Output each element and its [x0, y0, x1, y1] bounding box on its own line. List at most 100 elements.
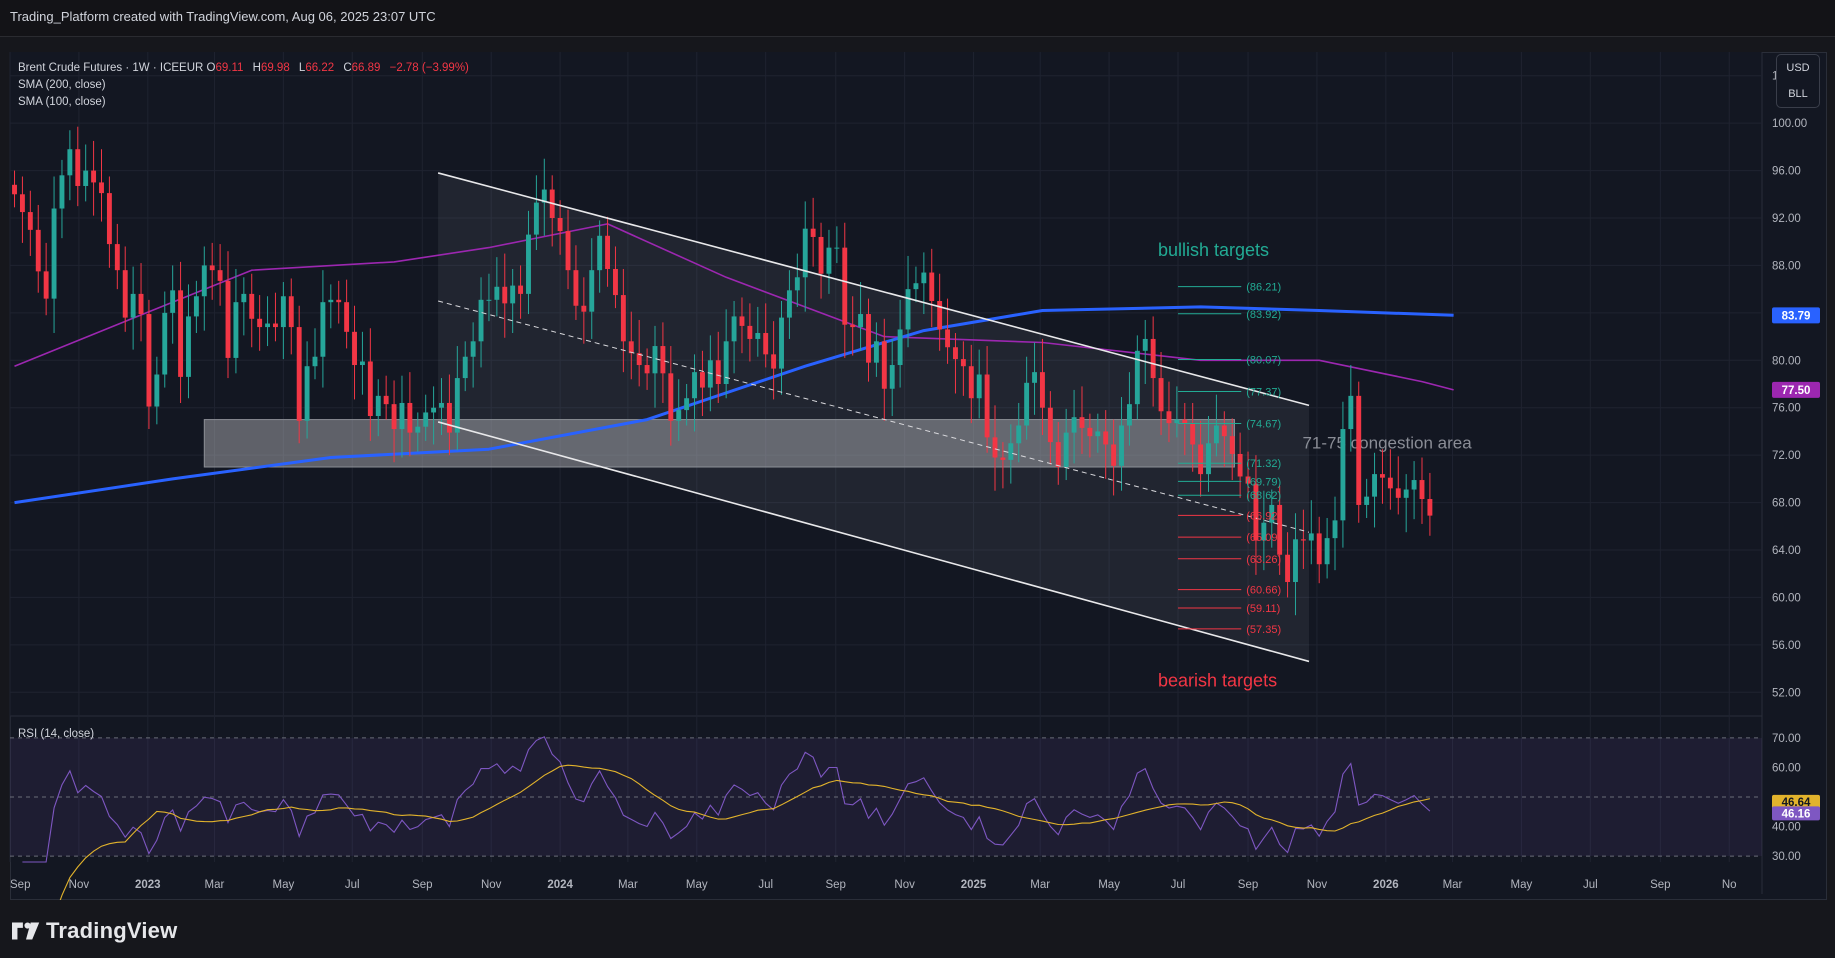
candle-body — [1364, 496, 1370, 505]
bullish-targets-label: bullish targets — [1158, 240, 1269, 260]
candle-body — [99, 182, 104, 194]
x-tick-label: Mar — [1030, 879, 1050, 891]
y-tick-label: 80.00 — [1772, 355, 1801, 367]
candle-body — [866, 314, 871, 363]
candle-body — [1324, 538, 1330, 565]
candle-body — [186, 316, 191, 377]
legend-sma200[interactable]: SMA (200, close) — [18, 79, 106, 91]
congestion-zone — [203, 419, 1235, 468]
y-tick-label: 100.00 — [1772, 118, 1807, 130]
currency-unit-selector[interactable]: USD BLL — [1776, 54, 1820, 108]
chart-svg[interactable]: 104.00100.0096.0092.0088.0084.0080.0076.… — [0, 0, 1835, 900]
candle-body — [818, 236, 824, 274]
x-tick-label: Nov — [481, 879, 502, 891]
candle-body — [1087, 427, 1093, 437]
legend-low-label: L — [298, 62, 306, 74]
y-tick-label: 60.00 — [1772, 592, 1801, 604]
candle-body — [937, 301, 943, 330]
x-tick-label: No — [1722, 879, 1737, 891]
candle-body — [1174, 419, 1180, 424]
candle-body — [1142, 338, 1148, 351]
x-tick-label: Sep — [10, 879, 30, 891]
candle-body — [897, 329, 903, 366]
rsi-tick-label: 70.00 — [1772, 733, 1801, 745]
candle-body — [913, 283, 919, 290]
chart-legend: Brent Crude Futures · 1W · ICEEUR O69.11… — [18, 60, 475, 111]
candle-body — [976, 374, 982, 399]
x-tick-label: Jul — [758, 879, 773, 891]
candle-body — [1300, 539, 1306, 541]
candle-body — [945, 329, 951, 348]
candle-body — [249, 293, 255, 319]
candle-body — [51, 208, 57, 299]
candle-body — [446, 402, 452, 433]
x-tick-label: Mar — [1443, 879, 1463, 891]
currency-label[interactable]: USD — [1786, 62, 1810, 74]
y-tick-label: 68.00 — [1772, 498, 1801, 510]
x-tick-label: Jul — [1171, 879, 1186, 891]
candle-body — [668, 373, 674, 421]
candle-body — [1134, 350, 1140, 405]
candle-body — [747, 325, 753, 339]
candle-body — [367, 361, 373, 417]
candle-body — [91, 170, 97, 183]
candle-body — [1316, 533, 1322, 565]
candle-body — [486, 299, 492, 301]
candle-body — [352, 331, 357, 366]
x-tick-label: Sep — [412, 879, 432, 891]
candle-body — [257, 318, 263, 328]
candle-body — [1095, 431, 1101, 437]
rsi-value-tag-label: 46.16 — [1782, 808, 1811, 820]
y-tick-label: 52.00 — [1772, 687, 1801, 699]
y-tick-label: 56.00 — [1772, 640, 1801, 652]
candle-body — [288, 296, 294, 328]
candle-body — [1221, 425, 1227, 437]
unit-label[interactable]: BLL — [1788, 88, 1808, 100]
rsi-value-tag-label: 46.64 — [1782, 797, 1811, 809]
candle-body — [834, 247, 840, 249]
bearish-target-level-label: (65.09) — [1246, 532, 1281, 544]
x-tick-label: May — [686, 879, 708, 891]
candle-body — [399, 402, 405, 430]
candle-body — [27, 212, 33, 230]
candle-body — [1253, 483, 1259, 541]
candle-body — [1166, 411, 1172, 424]
candle-body — [620, 295, 626, 342]
candle-body — [225, 280, 231, 358]
bullish-target-level-label: (86.21) — [1246, 282, 1281, 294]
candle-body — [652, 346, 658, 374]
candle-body — [929, 272, 935, 301]
candle-body — [1427, 499, 1433, 516]
candle-body — [494, 286, 500, 300]
bearish-target-level-label: (59.11) — [1246, 603, 1280, 615]
candle-body — [715, 360, 721, 384]
candle-body — [233, 302, 239, 358]
candle-body — [201, 265, 207, 297]
legend-sma100[interactable]: SMA (100, close) — [18, 96, 106, 108]
legend-symbol-row[interactable]: Brent Crude Futures · 1W · ICEEUR O69.11… — [18, 60, 475, 77]
candle-body — [154, 374, 160, 407]
candle-body — [1229, 436, 1235, 454]
bearish-targets-label: bearish targets — [1158, 670, 1277, 690]
rsi-legend[interactable]: RSI (14, close) — [18, 728, 95, 740]
candle-body — [1387, 477, 1393, 489]
candle-body — [794, 277, 800, 291]
candle-body — [786, 290, 792, 318]
bullish-target-level-label: (71.32) — [1246, 458, 1281, 470]
candle-body — [628, 341, 634, 354]
y-tick-label: 72.00 — [1772, 450, 1801, 462]
candle-body — [75, 149, 81, 186]
candle-body — [1008, 443, 1014, 460]
candle-body — [122, 270, 128, 318]
candle-body — [178, 290, 184, 377]
price-tag-bg — [1772, 307, 1820, 324]
candle-body — [636, 353, 642, 366]
tradingview-logo[interactable]: TradingView — [12, 918, 177, 944]
candle-body — [462, 356, 468, 379]
legend-high-value: 69.98 — [260, 62, 290, 74]
x-tick-label: Jul — [1583, 879, 1598, 891]
candle-body — [265, 323, 270, 328]
candle-body — [644, 365, 650, 374]
candle-body — [1356, 395, 1362, 505]
candle-body — [1277, 504, 1283, 555]
